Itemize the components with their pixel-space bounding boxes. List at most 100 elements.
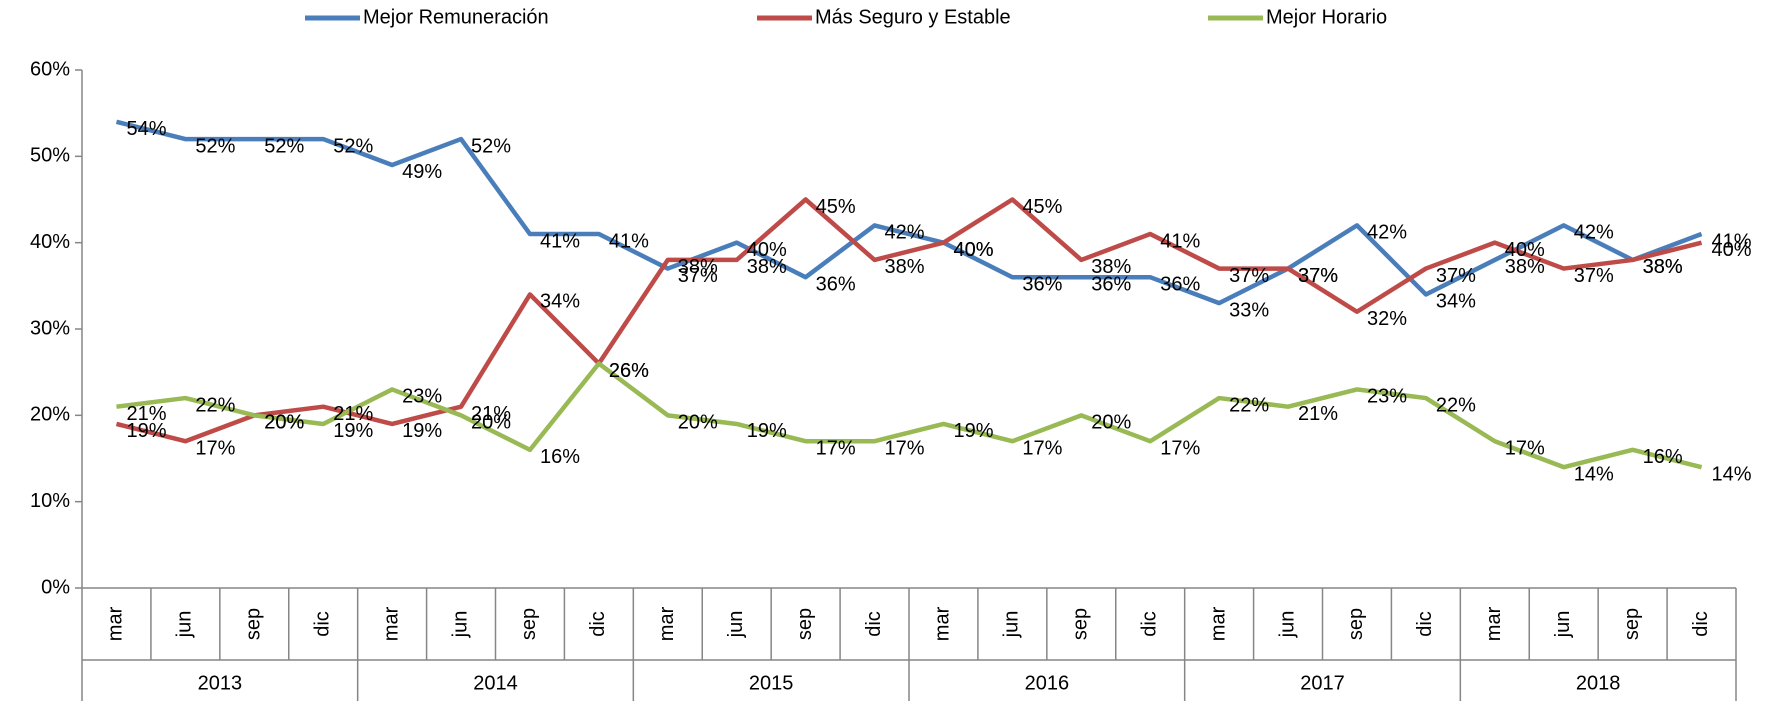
legend-label: Más Seguro y Estable	[815, 6, 1011, 28]
data-label: 38%	[1091, 256, 1131, 278]
x-tick-label: sep	[794, 608, 816, 640]
x-tick-label: jun	[1001, 611, 1023, 639]
data-label: 19%	[953, 420, 993, 442]
data-label: 36%	[1091, 273, 1131, 295]
data-label: 23%	[402, 386, 442, 408]
x-tick-label: sep	[518, 608, 540, 640]
y-tick-label: 30%	[30, 317, 70, 339]
data-label: 38%	[1643, 256, 1683, 278]
data-label: 19%	[333, 420, 373, 442]
data-label: 26%	[609, 360, 649, 382]
series-line	[115, 197, 1703, 444]
data-label: 17%	[1160, 438, 1200, 460]
data-label: 20%	[1091, 412, 1131, 434]
data-label: 52%	[333, 135, 373, 157]
data-label: 52%	[471, 135, 511, 157]
legend-label: Mejor Remuneración	[363, 6, 549, 28]
data-label: 41%	[1160, 230, 1200, 252]
data-label: 41%	[1712, 230, 1752, 252]
data-label: 40%	[1505, 239, 1545, 261]
data-label: 22%	[1229, 394, 1269, 416]
data-label: 38%	[1643, 256, 1683, 278]
data-label: 16%	[1643, 446, 1683, 468]
data-label: 34%	[1436, 291, 1476, 313]
data-label: 26%	[609, 360, 649, 382]
data-label: 37%	[1298, 265, 1338, 287]
data-label: 42%	[1367, 222, 1407, 244]
x-tick-label: dic	[1138, 611, 1160, 637]
y-tick-label: 0%	[41, 576, 70, 598]
data-label: 19%	[402, 420, 442, 442]
data-label: 20%	[471, 412, 511, 434]
legend-label: Mejor Horario	[1266, 6, 1387, 28]
x-tick-label: jun	[449, 611, 471, 639]
data-label: 40%	[953, 239, 993, 261]
data-label: 17%	[816, 438, 856, 460]
x-tick-label: dic	[587, 611, 609, 637]
y-tick-label: 20%	[30, 404, 70, 426]
data-label: 21%	[471, 403, 511, 425]
data-label: 37%	[1298, 265, 1338, 287]
x-tick-label: jun	[1552, 611, 1574, 639]
data-label: 37%	[1229, 265, 1269, 287]
data-label: 33%	[1229, 299, 1269, 321]
x-tick-label: dic	[1414, 611, 1436, 637]
x-tick-label: mar	[105, 606, 127, 641]
x-tick-label: mar	[656, 606, 678, 641]
data-label: 40%	[747, 239, 787, 261]
x-tick-label: sep	[1621, 608, 1643, 640]
data-label: 38%	[747, 256, 787, 278]
data-label: 20%	[678, 412, 718, 434]
data-label: 37%	[1436, 265, 1476, 287]
data-label: 36%	[1160, 273, 1200, 295]
data-label: 45%	[816, 196, 856, 218]
data-label: 17%	[885, 438, 925, 460]
year-label: 2013	[198, 672, 243, 694]
data-label: 54%	[126, 118, 166, 140]
data-label: 19%	[747, 420, 787, 442]
data-label: 22%	[1436, 394, 1476, 416]
x-tick-label: sep	[1070, 608, 1092, 640]
data-label: 21%	[333, 403, 373, 425]
data-label: 34%	[540, 291, 580, 313]
data-label: 16%	[540, 446, 580, 468]
data-label: 22%	[195, 394, 235, 416]
data-label: 36%	[1022, 273, 1062, 295]
year-label: 2014	[473, 672, 518, 694]
data-label: 14%	[1574, 463, 1614, 485]
data-label: 37%	[678, 265, 718, 287]
year-label: 2015	[749, 672, 794, 694]
data-label: 49%	[402, 161, 442, 183]
data-label: 38%	[678, 256, 718, 278]
x-tick-label: sep	[243, 608, 265, 640]
data-label: 17%	[195, 438, 235, 460]
data-label: 52%	[195, 135, 235, 157]
y-tick-label: 40%	[30, 231, 70, 253]
data-label: 38%	[1505, 256, 1545, 278]
data-label: 19%	[126, 420, 166, 442]
data-label: 38%	[885, 256, 925, 278]
x-tick-label: dic	[311, 611, 333, 637]
data-label: 41%	[609, 230, 649, 252]
x-tick-label: dic	[1690, 611, 1712, 637]
year-label: 2018	[1576, 672, 1621, 694]
year-label: 2016	[1025, 672, 1070, 694]
data-label: 17%	[1022, 438, 1062, 460]
data-label: 14%	[1712, 463, 1752, 485]
data-label: 40%	[1712, 239, 1752, 261]
x-tick-label: jun	[725, 611, 747, 639]
y-tick-label: 60%	[30, 58, 70, 80]
x-tick-label: mar	[1207, 606, 1229, 641]
data-label: 21%	[1298, 403, 1338, 425]
data-label: 45%	[1022, 196, 1062, 218]
data-label: 40%	[953, 239, 993, 261]
x-tick-label: dic	[863, 611, 885, 637]
data-label: 52%	[264, 135, 304, 157]
year-label: 2017	[1300, 672, 1345, 694]
x-tick-label: jun	[174, 611, 196, 639]
data-label: 20%	[264, 412, 304, 434]
data-label: 42%	[1574, 222, 1614, 244]
x-tick-label: mar	[932, 606, 954, 641]
x-tick-label: mar	[380, 606, 402, 641]
